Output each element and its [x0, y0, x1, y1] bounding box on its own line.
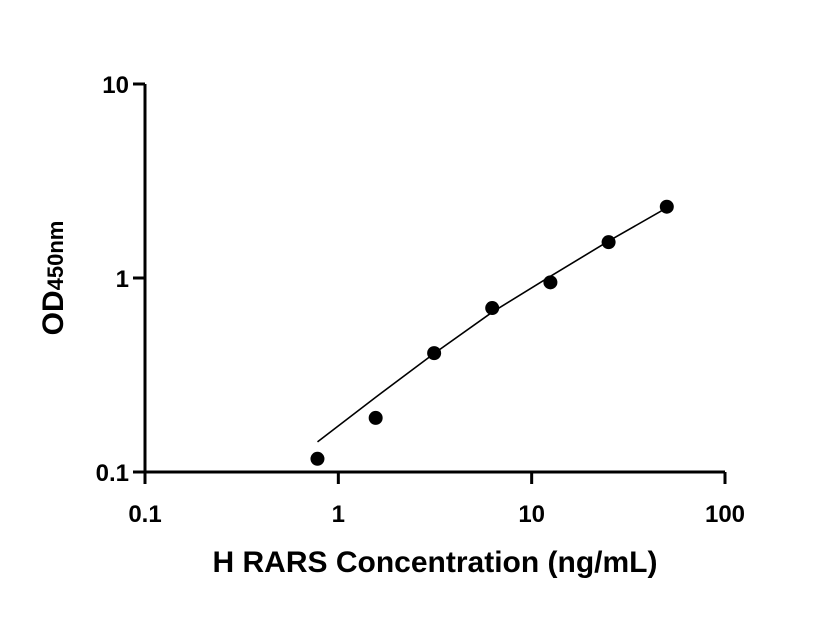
y-ticks: 0.1 1 10 — [96, 72, 145, 487]
x-ticks: 0.1 1 10 100 — [128, 472, 745, 528]
y-tick-label: 1 — [116, 266, 129, 293]
data-point — [601, 235, 616, 250]
data-point — [659, 199, 674, 214]
x-axis-title: H RARS Concentration (ng/mL) — [213, 546, 658, 579]
y-axis-title-subscript: 450nm — [43, 221, 68, 291]
data-point — [368, 410, 383, 425]
data-point — [543, 275, 558, 290]
x-tick-label: 100 — [705, 501, 745, 528]
data-points — [310, 199, 674, 466]
data-point — [310, 451, 325, 466]
data-point — [427, 346, 442, 361]
axes: 0.1 1 10 100 0.1 1 10 — [96, 72, 745, 528]
y-axis-title: OD450nm — [37, 221, 70, 336]
x-tick-label: 10 — [518, 501, 545, 528]
data-point — [485, 301, 500, 316]
x-tick-label: 1 — [332, 501, 345, 528]
x-tick-label: 0.1 — [128, 501, 161, 528]
y-axis-title-main: OD — [37, 290, 70, 335]
y-tick-label: 10 — [102, 72, 129, 99]
y-tick-label: 0.1 — [96, 460, 129, 487]
